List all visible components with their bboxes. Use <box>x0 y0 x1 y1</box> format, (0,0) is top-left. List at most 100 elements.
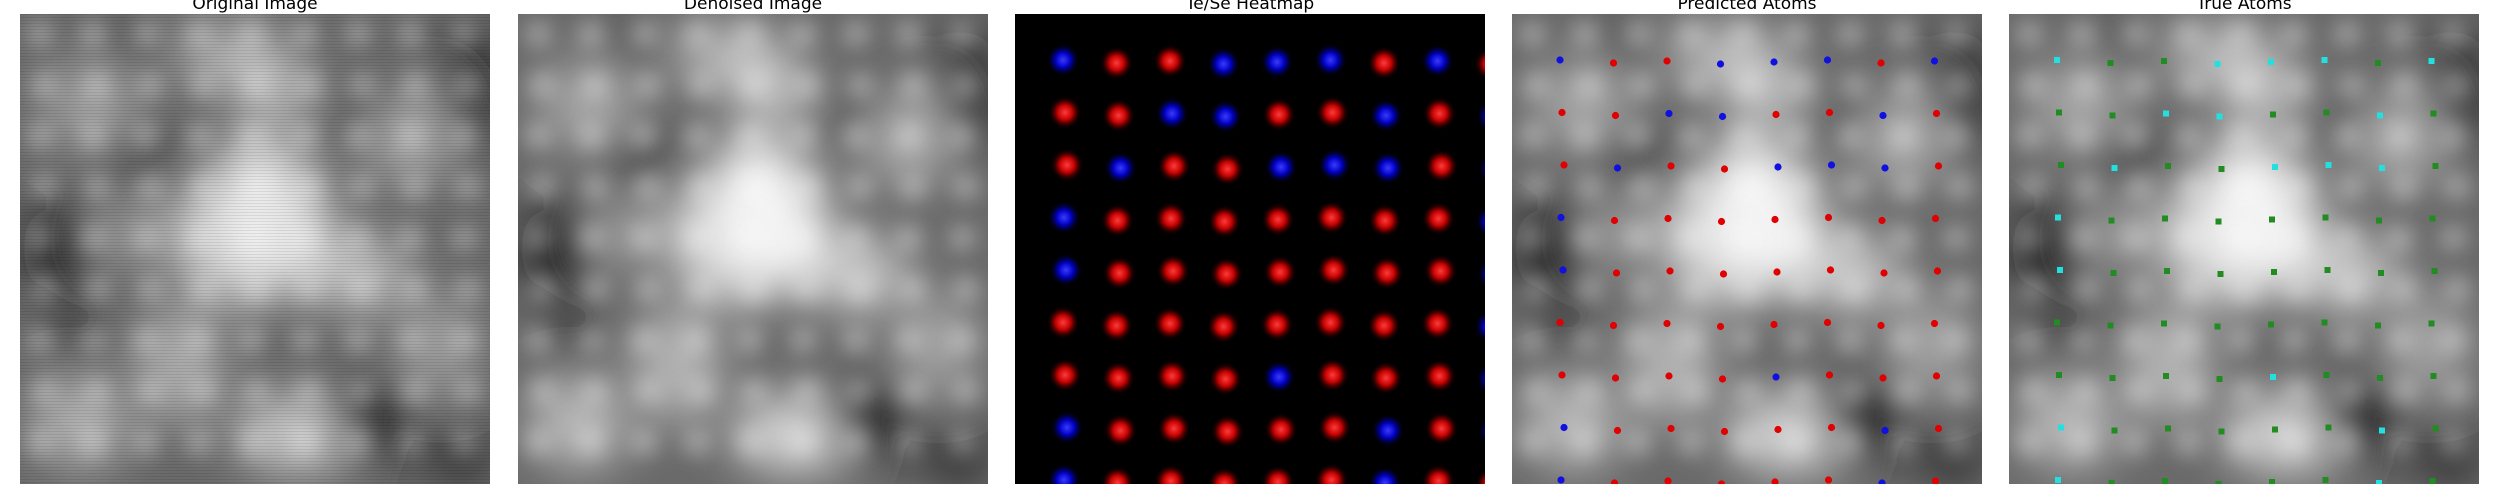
true-se-atom <box>2163 110 2169 117</box>
true-te-atom <box>2161 58 2167 64</box>
te-heat-spot <box>1261 202 1295 237</box>
panel-title: True Atoms <box>2196 0 2292 14</box>
predicted-te-atom <box>1773 268 1781 276</box>
predicted-te-atom <box>1664 477 1672 484</box>
true-te-atom <box>2165 163 2171 169</box>
true-te-atom <box>2054 319 2060 326</box>
true-te-atom <box>2322 477 2329 483</box>
denoised-image <box>518 14 988 484</box>
true-te-atom <box>2215 218 2222 225</box>
panel-title: Original Image <box>192 0 318 14</box>
predicted-te-atom <box>1877 321 1885 330</box>
true-se-atom <box>2111 165 2118 171</box>
se-heat-spot <box>1371 413 1405 448</box>
true-te-atom <box>2109 112 2116 119</box>
predicted-te-atom <box>1934 424 1943 433</box>
se-heat-spot <box>1206 47 1241 81</box>
te-heat-spot <box>1102 256 1137 290</box>
te-heat-spot <box>1099 308 1134 343</box>
true-te-atom <box>2323 109 2330 116</box>
true-se-atom <box>2376 480 2382 484</box>
te-heat-spot <box>1262 97 1296 132</box>
true-se-atom <box>2325 162 2332 168</box>
se-heat-spot <box>1420 44 1455 78</box>
true-se-atom <box>2428 58 2435 64</box>
se-heat-spot <box>1260 45 1294 79</box>
true-te-atom <box>2432 163 2439 169</box>
true-se-atom <box>2216 113 2223 120</box>
predicted-se-atom <box>1774 163 1782 171</box>
true-te-atom <box>2429 478 2436 484</box>
te-heat-spot <box>1048 358 1082 392</box>
predicted-te-atom <box>1664 214 1672 223</box>
predicted-te-atom <box>1611 374 1620 382</box>
te-heat-spot <box>1099 46 1134 80</box>
predicted-te-atom <box>1774 425 1782 434</box>
predicted-te-atom <box>1931 477 1940 484</box>
true-atoms-image <box>2009 14 2479 484</box>
te-heat-spot <box>1367 308 1401 343</box>
predicted-te-atom <box>1826 266 1835 274</box>
se-heat-spot <box>1264 150 1298 184</box>
predicted-te-atom <box>1878 216 1886 225</box>
true-te-atom <box>2322 214 2329 221</box>
true-se-atom <box>2054 57 2060 63</box>
predicted-te-atom <box>1824 213 1833 222</box>
te-heat-spot <box>1103 413 1138 448</box>
true-te-atom <box>2375 322 2381 329</box>
predicted-se-atom <box>1881 426 1889 435</box>
te-heat-spot <box>1260 307 1294 342</box>
original-image <box>20 14 490 484</box>
te-heat-spot <box>1313 305 1348 340</box>
se-heat-spot <box>1262 360 1296 394</box>
true-te-atom <box>2271 269 2277 275</box>
predicted-te-atom <box>1612 269 1621 277</box>
predicted-se-atom <box>1556 56 1564 64</box>
se-heat-spot <box>1046 43 1080 77</box>
predicted-te-atom <box>1560 161 1568 169</box>
predicted-te-atom <box>1611 111 1620 120</box>
predicted-te-atom <box>1823 318 1832 327</box>
te-heat-spot <box>1154 201 1188 236</box>
se-heat-spot <box>1050 410 1084 445</box>
se-heat-spot <box>1369 98 1403 133</box>
true-te-atom <box>2217 271 2224 277</box>
te-heat-spot <box>1101 361 1136 395</box>
true-te-atom <box>2376 217 2382 224</box>
true-se-atom <box>2055 477 2061 483</box>
true-te-atom <box>2058 162 2064 168</box>
se-heat-spot <box>1155 96 1189 131</box>
te-heat-spot <box>1261 465 1295 484</box>
se-heat-spot <box>1475 206 1485 237</box>
te-heat-spot <box>1207 467 1242 484</box>
se-heat-spot <box>1478 417 1485 446</box>
true-te-atom <box>2324 267 2331 273</box>
true-te-atom <box>2269 216 2275 223</box>
true-te-atom <box>2375 60 2381 66</box>
te-heat-spot <box>1263 255 1297 289</box>
se-heat-spot <box>1474 310 1485 343</box>
true-se-atom <box>2057 267 2063 273</box>
predicted-te-atom <box>1667 424 1675 433</box>
true-se-atom <box>2379 427 2385 434</box>
true-se-atom <box>2321 57 2328 63</box>
true-te-atom <box>2056 109 2062 116</box>
te-heat-spot <box>1101 98 1136 133</box>
true-te-atom <box>2216 376 2223 382</box>
te-heat-spot <box>1475 468 1485 484</box>
predicted-se-atom <box>1770 58 1778 66</box>
predicted-se-atom <box>1665 109 1673 118</box>
predicted-te-atom <box>1720 427 1729 436</box>
predicted-se-atom <box>1827 161 1836 169</box>
se-heat-spot <box>1477 259 1485 289</box>
true-te-atom <box>2056 372 2062 378</box>
te-heat-spot <box>1207 204 1242 239</box>
true-te-atom <box>2377 375 2383 381</box>
predicted-te-atom <box>1934 162 1943 170</box>
predicted-se-atom <box>1772 373 1780 381</box>
se-heat-spot <box>1317 148 1352 182</box>
true-se-atom <box>2270 374 2276 380</box>
true-se-atom <box>2268 59 2274 65</box>
predicted-te-atom <box>1931 214 1940 223</box>
predicted-se-atom <box>1930 57 1939 65</box>
